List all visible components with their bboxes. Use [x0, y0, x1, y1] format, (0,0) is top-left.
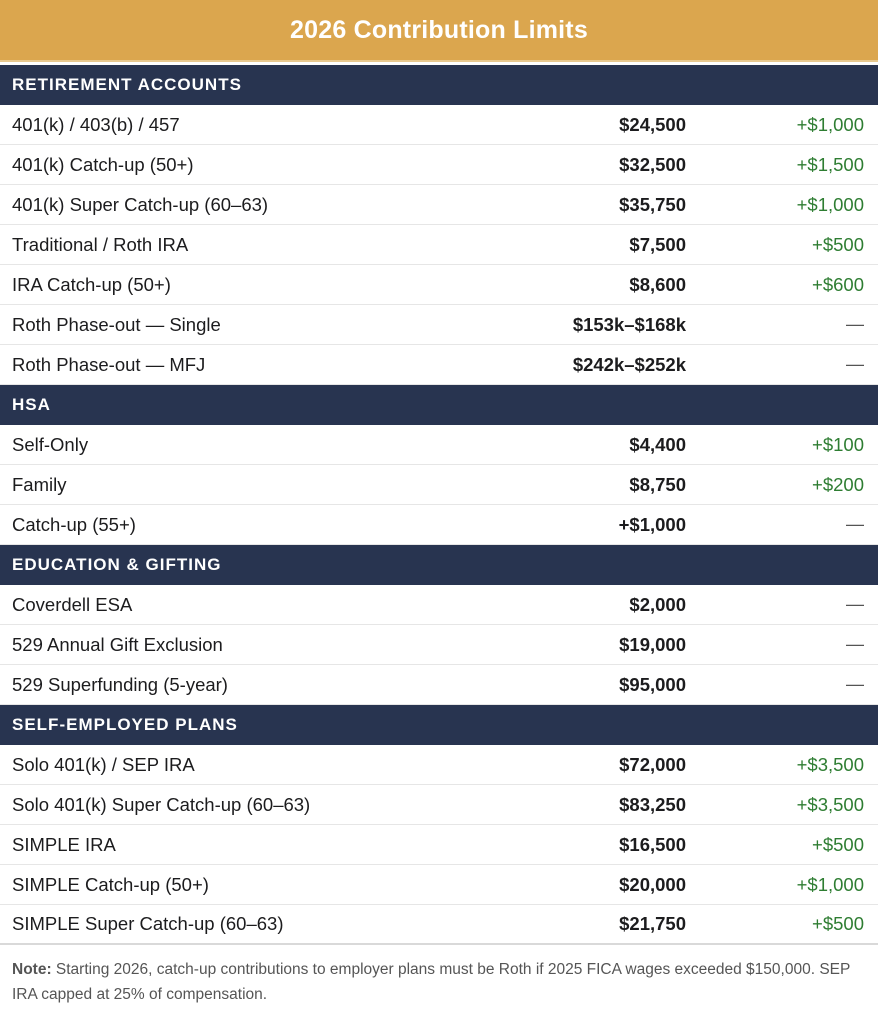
row-limit-value: $8,750 [629, 473, 686, 495]
row-limit-value: $21,750 [619, 913, 686, 934]
limits-table: RETIREMENT ACCOUNTS 401(k) / 403(b) / 457… [0, 65, 878, 945]
row-change-value: — [846, 514, 864, 534]
table-row: 401(k) / 403(b) / 457 $24,500 +$1,000 [0, 105, 878, 145]
row-change-value: +$1,000 [796, 193, 864, 215]
row-label: Self-Only [12, 433, 89, 455]
row-change-value: +$3,500 [796, 753, 864, 775]
row-label: SIMPLE Super Catch-up (60–63) [12, 913, 284, 934]
table-row: Family $8,750 +$200 [0, 465, 878, 505]
table-row: 401(k) Super Catch-up (60–63) $35,750 +$1,… [0, 185, 878, 225]
row-label: 401(k) Catch-up (50+) [12, 153, 194, 175]
row-change-value: +$500 [812, 913, 864, 934]
row-change-value: +$500 [812, 233, 864, 255]
row-limit-value: $7,500 [629, 233, 686, 255]
footnote: Note: Starting 2026, catch-up contributi… [0, 945, 878, 1007]
row-limit-value: $20,000 [619, 873, 686, 895]
row-limit-value: +$1,000 [618, 513, 686, 535]
row-label: Solo 401(k) / SEP IRA [12, 753, 195, 775]
row-limit-value: $8,600 [629, 273, 686, 295]
title-banner: 2026 Contribution Limits [0, 0, 878, 62]
row-label: Coverdell ESA [12, 593, 133, 615]
footnote-text: Starting 2026, catch-up contributions to… [12, 961, 851, 1003]
row-limit-value: $19,000 [619, 633, 686, 655]
table-row: Coverdell ESA $2,000 — [0, 585, 878, 625]
section-header: SELF-EMPLOYED PLANS [0, 705, 878, 745]
section-header: HSA [0, 385, 878, 425]
table-row: SIMPLE IRA $16,500 +$500 [0, 825, 878, 865]
row-limit-value: $35,750 [619, 193, 686, 215]
table-row: SIMPLE Catch-up (50+) $20,000 +$1,000 [0, 865, 878, 905]
row-change-value: — [846, 354, 864, 374]
row-limit-value: $4,400 [629, 433, 686, 455]
row-change-value: — [846, 594, 864, 614]
title-gap [0, 62, 878, 65]
row-label: Traditional / Roth IRA [12, 233, 189, 255]
table-row: Solo 401(k) / SEP IRA $72,000 +$3,500 [0, 745, 878, 785]
row-change-value: +$600 [812, 273, 864, 295]
row-label: Family [12, 473, 67, 495]
row-change-value: — [846, 634, 864, 654]
table-row: Roth Phase-out — MFJ $242k–$252k — [0, 345, 878, 385]
row-change-value: — [846, 314, 864, 334]
row-change-value: — [846, 674, 864, 694]
section-header: RETIREMENT ACCOUNTS [0, 65, 878, 105]
row-change-value: +$200 [812, 473, 864, 495]
table-row: Self-Only $4,400 +$100 [0, 425, 878, 465]
row-change-value: +$500 [812, 833, 864, 855]
row-change-value: +$1,500 [796, 153, 864, 175]
row-limit-value: $83,250 [619, 793, 686, 815]
table-row: 529 Superfunding (5-year) $95,000 — [0, 665, 878, 705]
row-label: Roth Phase-out — MFJ [12, 353, 206, 375]
row-limit-value: $95,000 [619, 673, 686, 695]
table-row: Catch-up (55+) +$1,000 — [0, 505, 878, 545]
section-header: EDUCATION & GIFTING [0, 545, 878, 585]
row-label: Roth Phase-out — Single [12, 313, 221, 335]
row-label: IRA Catch-up (50+) [12, 273, 171, 295]
row-label: 529 Superfunding (5-year) [12, 673, 228, 695]
table-row: IRA Catch-up (50+) $8,600 +$600 [0, 265, 878, 305]
row-change-value: +$1,000 [796, 113, 864, 135]
row-label: 401(k) / 403(b) / 457 [12, 113, 180, 135]
row-label: SIMPLE IRA [12, 833, 116, 855]
table-row: SIMPLE Super Catch-up (60–63) $21,750 +$50… [0, 905, 878, 945]
row-change-value: +$3,500 [796, 793, 864, 815]
table-row: Traditional / Roth IRA $7,500 +$500 [0, 225, 878, 265]
row-label: 529 Annual Gift Exclusion [12, 633, 223, 655]
row-label: Solo 401(k) Super Catch-up (60–63) [12, 793, 311, 815]
row-label: Catch-up (55+) [12, 513, 136, 535]
table-row: 401(k) Catch-up (50+) $32,500 +$1,500 [0, 145, 878, 185]
row-label: SIMPLE Catch-up (50+) [12, 873, 209, 895]
table-row: Solo 401(k) Super Catch-up (60–63) $83,25… [0, 785, 878, 825]
row-limit-value: $72,000 [619, 753, 686, 775]
footnote-prefix: Note: [12, 961, 52, 978]
row-label: 401(k) Super Catch-up (60–63) [12, 193, 269, 215]
row-limit-value: $24,500 [619, 113, 686, 135]
table-row: Roth Phase-out — Single $153k–$168k — [0, 305, 878, 345]
row-limit-value: $32,500 [619, 153, 686, 175]
table-row: 529 Annual Gift Exclusion $19,000 — [0, 625, 878, 665]
row-limit-value: $153k–$168k [572, 313, 686, 335]
row-limit-value: $242k–$252k [572, 353, 686, 375]
row-change-value: +$1,000 [796, 873, 864, 895]
row-limit-value: $2,000 [629, 593, 686, 615]
page-title: 2026 Contribution Limits [290, 15, 588, 44]
row-change-value: +$100 [812, 433, 864, 455]
row-limit-value: $16,500 [619, 833, 686, 855]
